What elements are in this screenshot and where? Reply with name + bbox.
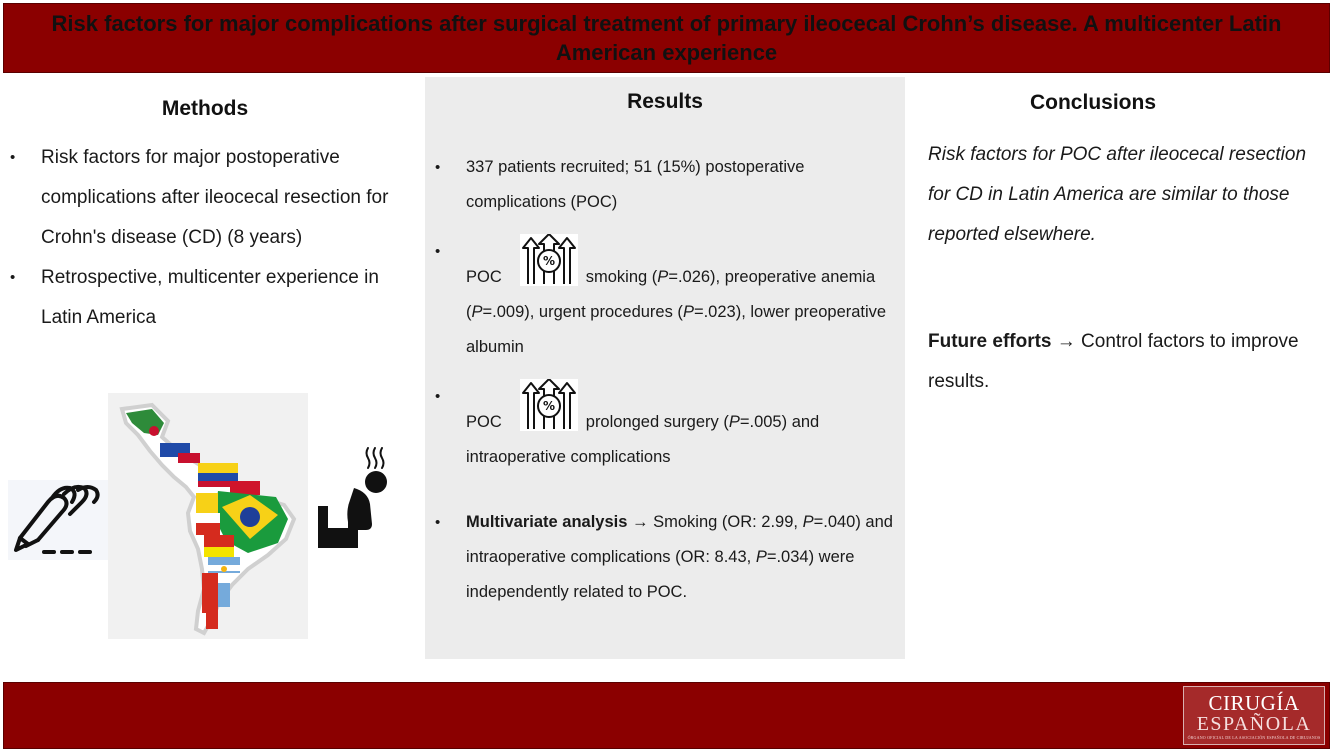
- methods-item: Retrospective, multicenter experience in…: [10, 258, 400, 338]
- arrow-icon: →: [1056, 331, 1076, 352]
- future-efforts-text: Control factors to improve results.: [928, 331, 1299, 392]
- svg-text:%: %: [543, 254, 555, 268]
- results-item: 337 patients recruited; 51 (15%) postope…: [435, 150, 895, 220]
- conclusions-text: Risk factors for POC after ileocecal res…: [928, 144, 1307, 245]
- methods-item: Risk factors for major postoperative com…: [10, 138, 400, 258]
- results-list: 337 patients recruited; 51 (15%) postope…: [435, 150, 895, 610]
- latin-america-flag-map: [108, 393, 308, 639]
- results-item: Multivariate analysis → Smoking (OR: 2.9…: [435, 505, 895, 610]
- logo-line-3: ÓRGANO OFICIAL DE LA ASOCIACIÓN ESPAÑOLA…: [1187, 734, 1321, 740]
- footer-banner: CIRUGÍA ESPAÑOLA ÓRGANO OFICIAL DE LA AS…: [3, 682, 1330, 749]
- poc-label: POC: [466, 268, 502, 286]
- svg-text:%: %: [543, 399, 555, 413]
- results-item-text: 337 patients recruited; 51 (15%) postope…: [466, 158, 805, 211]
- future-efforts-label: Future efforts: [928, 331, 1052, 352]
- results-item: POC%smoking (P=.026), preoperative anemi…: [435, 233, 895, 365]
- poc-label: POC: [466, 413, 502, 431]
- arrow-icon: →: [632, 513, 649, 531]
- smoking-text: smoking (: [585, 268, 658, 286]
- results-title: Results: [627, 90, 703, 113]
- future-efforts: Future efforts → Control factors to impr…: [928, 322, 1318, 402]
- increase-percentage-icon: %: [519, 378, 578, 431]
- logo-line-2: ESPAÑOLA: [1196, 712, 1312, 735]
- surgeon-hand-scalpel-icon: [8, 480, 108, 560]
- conclusions-title: Conclusions: [1029, 91, 1156, 114]
- header-banner: Risk factors for major complications aft…: [3, 3, 1330, 73]
- logo-line-1: CIRUGÍA: [1208, 690, 1300, 715]
- journal-logo: CIRUGÍA ESPAÑOLA ÓRGANO OFICIAL DE LA AS…: [1183, 686, 1325, 745]
- sick-person-icon: [312, 440, 392, 552]
- multivariate-label: Multivariate analysis: [466, 513, 628, 531]
- results-item: POC%prolonged surgery (P=.005) and intra…: [435, 378, 895, 475]
- methods-title: Methods: [161, 97, 249, 120]
- increase-percentage-icon: %: [519, 233, 578, 286]
- methods-list: Risk factors for major postoperative com…: [10, 138, 400, 338]
- page-title: Risk factors for major complications aft…: [51, 11, 1282, 65]
